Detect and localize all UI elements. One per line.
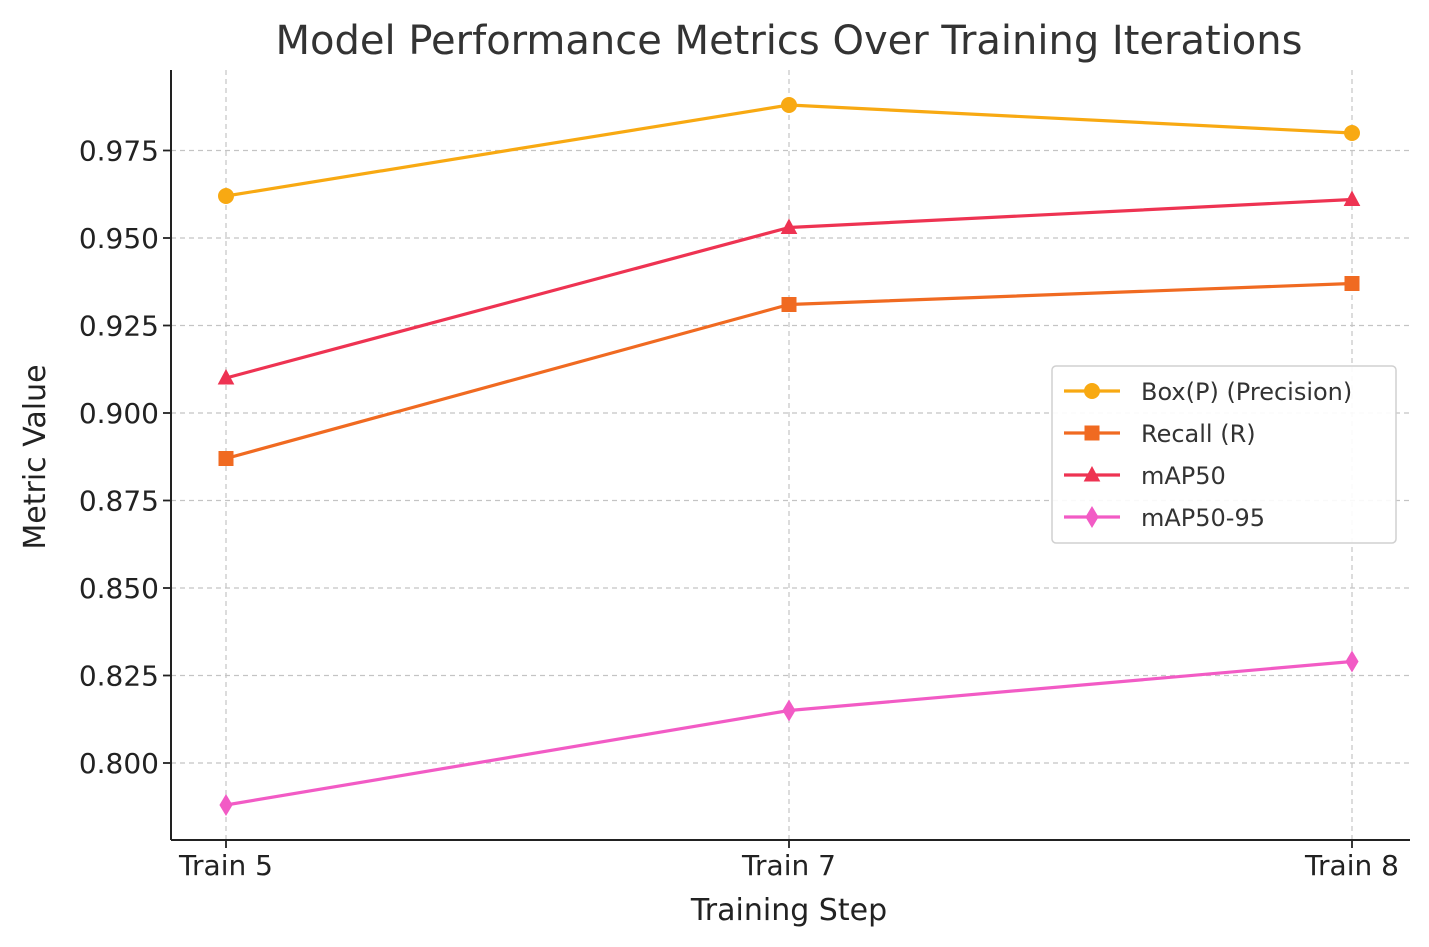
legend-label: mAP50 [1141,462,1226,490]
chart-title: Model Performance Metrics Over Training … [276,18,1303,64]
series-map50-95 [219,650,1359,816]
data-point-diamond [1085,506,1099,528]
data-point-diamond [219,794,233,816]
legend-label: mAP50-95 [1141,504,1265,532]
data-point-triangle [1083,465,1101,482]
data-point-diamond [1345,650,1359,673]
data-point-circle [781,97,797,113]
legend-entry: Recall (R) [1064,420,1256,448]
y-tick-label: 0.850 [79,572,159,605]
legend-label: Box(P) (Precision) [1141,378,1352,406]
legend-entry: Box(P) (Precision) [1064,378,1352,406]
series-map50 [217,190,1361,385]
data-point-diamond [782,699,796,722]
y-tick-label: 0.950 [79,222,159,255]
y-axis-label: Metric Value [18,364,53,549]
y-tick-label: 0.975 [79,135,159,168]
data-point-triangle [217,368,235,385]
legend-box [1051,365,1397,544]
x-tick-label: Train 8 [1304,849,1399,882]
x-axis-label: Training Step [690,893,887,928]
axes: Train 5 Train 7 Train 8 0.800 0.825 0.850 0.87… [79,70,1410,882]
x-tick-label: Train 5 [178,849,273,882]
data-point-circle [1084,383,1100,399]
legend: Box(P) (Precision) Recall (R) mAP50 mAP50-9… [1051,365,1397,544]
legend-label: Recall (R) [1141,420,1256,448]
y-tick-label: 0.925 [79,310,159,343]
series-recall-r [218,276,1360,466]
data-point-square [218,451,234,466]
data-point-circle [1344,125,1360,141]
data-point-triangle [1343,190,1361,206]
data-point-triangle [780,218,798,234]
data-point-square [1344,276,1360,291]
y-tick-label: 0.900 [79,397,159,430]
y-tick-label: 0.800 [79,747,159,780]
y-tick-label: 0.825 [79,660,159,693]
data-series [217,97,1361,816]
legend-entry: mAP50-95 [1064,504,1265,532]
x-tick-label: Train 7 [741,849,836,882]
data-point-square [781,297,797,312]
data-point-square [1084,425,1100,441]
series-box-p-precision [218,97,1360,204]
data-point-circle [218,188,234,204]
legend-entry: mAP50 [1064,462,1226,490]
y-tick-label: 0.875 [79,485,159,518]
